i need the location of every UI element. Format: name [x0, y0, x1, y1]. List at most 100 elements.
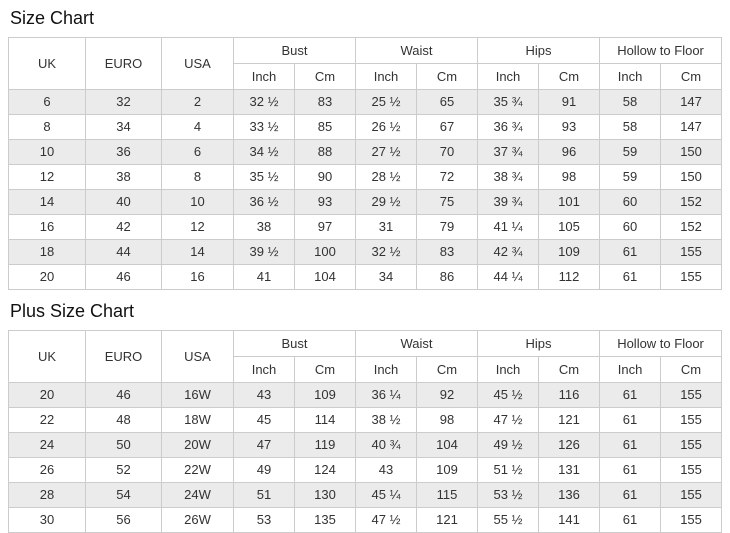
header-usa: USA [161, 330, 234, 383]
table-cell: 61 [599, 482, 662, 508]
table-cell: 67 [416, 114, 479, 140]
table-cell: 36 ¾ [477, 114, 540, 140]
table-cell: 126 [538, 432, 601, 458]
table-cell: 41 ¼ [477, 214, 540, 240]
table-cell: 115 [416, 482, 479, 508]
header-inch: Inch [355, 63, 418, 90]
size-chart-body: 6 32 2 32 ½ 83 25 ½ 65 35 ¾ 91 58 147 8 34 4 33 ½ 85 26 … [8, 89, 723, 290]
table-cell: 35 ½ [233, 164, 295, 190]
table-cell: 155 [660, 407, 723, 433]
table-cell: 45 ¼ [355, 482, 418, 508]
header-cm: Cm [293, 63, 357, 90]
table-cell: 6 [161, 139, 234, 165]
table-cell: 4 [161, 114, 234, 140]
table-row: 14 40 10 36 ½ 93 29 ½ 75 39 ¾ 101 60 152 [8, 189, 723, 215]
table-cell: 37 ¾ [477, 139, 540, 165]
table-cell: 8 [8, 114, 86, 140]
table-cell: 26 ½ [355, 114, 418, 140]
table-cell: 135 [293, 507, 357, 533]
table-cell: 131 [538, 457, 601, 483]
table-row: 18 44 14 39 ½ 100 32 ½ 83 42 ¾ 109 61 155 [8, 239, 723, 265]
plus-size-chart-body: 20 46 16W 43 109 36 ¼ 92 45 ½ 116 61 155 22 48 18W 45 1… [8, 382, 723, 533]
table-cell: 65 [416, 89, 479, 115]
table-cell: 49 [233, 457, 295, 483]
table-cell: 55 ½ [477, 507, 540, 533]
size-chart-title: Size Chart [10, 8, 95, 28]
table-cell: 51 [233, 482, 295, 508]
header-uk: UK [8, 37, 86, 90]
table-cell: 59 [599, 139, 662, 165]
table-cell: 152 [660, 214, 723, 240]
table-cell: 61 [599, 457, 662, 483]
table-cell: 26W [161, 507, 234, 533]
table-cell: 93 [538, 114, 601, 140]
table-cell: 155 [660, 457, 723, 483]
table-cell: 40 ¾ [355, 432, 418, 458]
table-cell: 32 ½ [355, 239, 418, 265]
table-cell: 39 ¾ [477, 189, 540, 215]
table-cell: 20 [8, 382, 86, 408]
table-cell: 86 [416, 264, 479, 290]
table-cell: 47 ½ [355, 507, 418, 533]
header-waist: Waist [355, 37, 479, 64]
table-cell: 56 [85, 507, 162, 533]
header-inch: Inch [477, 63, 540, 90]
table-cell: 155 [660, 432, 723, 458]
table-cell: 38 [233, 214, 295, 240]
table-cell: 44 [85, 239, 162, 265]
table-cell: 12 [161, 214, 234, 240]
header-usa: USA [161, 37, 234, 90]
table-cell: 141 [538, 507, 601, 533]
header-inch: Inch [355, 356, 418, 383]
table-cell: 155 [660, 239, 723, 265]
table-cell: 109 [538, 239, 601, 265]
table-cell: 40 [85, 189, 162, 215]
table-cell: 147 [660, 114, 723, 140]
header-hollow-to-floor: Hollow to Floor [599, 330, 723, 357]
table-cell: 54 [85, 482, 162, 508]
size-chart-header: UK EURO USA Bust Waist Hips Hollow to Fl… [8, 37, 723, 90]
table-cell: 58 [599, 114, 662, 140]
table-cell: 88 [293, 139, 357, 165]
table-cell: 45 ½ [477, 382, 540, 408]
table-cell: 30 [8, 507, 86, 533]
table-cell: 155 [660, 382, 723, 408]
table-row: 24 50 20W 47 119 40 ¾ 104 49 ½ 126 61 155 [8, 432, 723, 458]
table-cell: 38 [85, 164, 162, 190]
table-row: 16 42 12 38 97 31 79 41 ¼ 105 60 152 [8, 214, 723, 240]
table-cell: 46 [85, 382, 162, 408]
header-waist: Waist [355, 330, 479, 357]
header-cm: Cm [293, 356, 357, 383]
plus-size-chart-table: UK EURO USA Bust Waist Hips Hollow to Fl… [8, 330, 723, 533]
table-row: 20 46 16W 43 109 36 ¼ 92 45 ½ 116 61 155 [8, 382, 723, 408]
table-row: 12 38 8 35 ½ 90 28 ½ 72 38 ¾ 98 59 150 [8, 164, 723, 190]
table-cell: 34 [85, 114, 162, 140]
table-cell: 130 [293, 482, 357, 508]
table-cell: 119 [293, 432, 357, 458]
table-cell: 98 [416, 407, 479, 433]
header-inch: Inch [233, 356, 295, 383]
table-cell: 10 [161, 189, 234, 215]
table-cell: 38 ¾ [477, 164, 540, 190]
table-cell: 27 ½ [355, 139, 418, 165]
table-cell: 90 [293, 164, 357, 190]
table-cell: 36 ¼ [355, 382, 418, 408]
table-row: 10 36 6 34 ½ 88 27 ½ 70 37 ¾ 96 59 150 [8, 139, 723, 165]
table-cell: 72 [416, 164, 479, 190]
table-cell: 41 [233, 264, 295, 290]
table-cell: 114 [293, 407, 357, 433]
table-cell: 59 [599, 164, 662, 190]
table-cell: 39 ½ [233, 239, 295, 265]
header-inch: Inch [599, 63, 662, 90]
table-cell: 16 [161, 264, 234, 290]
table-cell: 101 [538, 189, 601, 215]
table-row: 30 56 26W 53 135 47 ½ 121 55 ½ 141 61 155 [8, 507, 723, 533]
table-cell: 61 [599, 264, 662, 290]
table-cell: 49 ½ [477, 432, 540, 458]
table-cell: 48 [85, 407, 162, 433]
table-cell: 14 [161, 239, 234, 265]
table-cell: 147 [660, 89, 723, 115]
table-cell: 32 [85, 89, 162, 115]
table-cell: 38 ½ [355, 407, 418, 433]
table-cell: 61 [599, 432, 662, 458]
